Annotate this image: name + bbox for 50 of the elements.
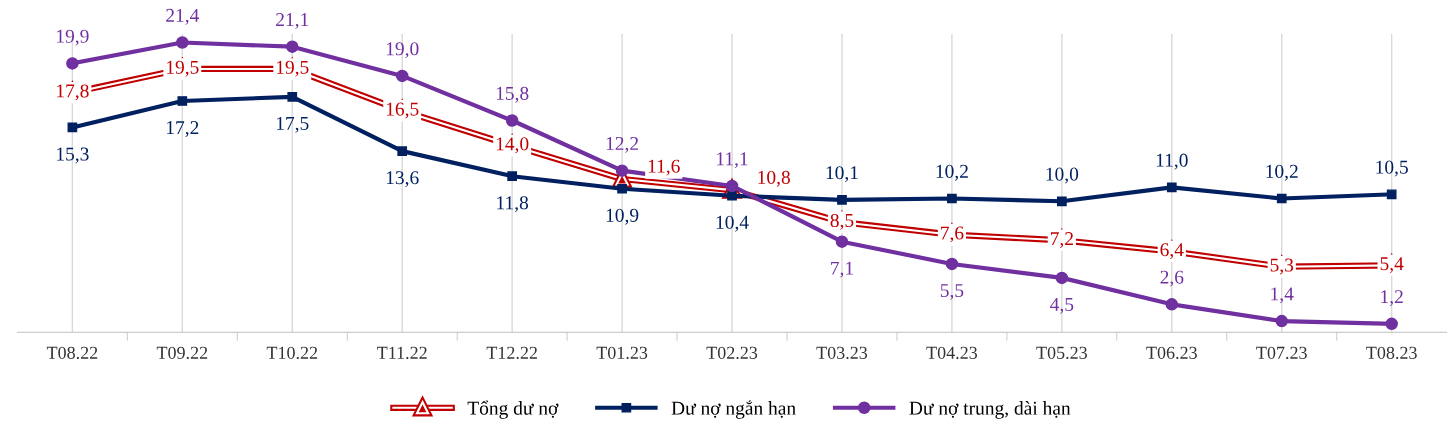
data-label: 10,2 xyxy=(1266,164,1298,181)
x-tick-label: T12.22 xyxy=(486,346,537,359)
data-label: 6,4 xyxy=(1160,243,1184,260)
data-label: 1,4 xyxy=(1271,287,1294,304)
legend-label: Tổng dư nợ xyxy=(467,400,559,419)
data-label: 21,1 xyxy=(276,13,309,29)
x-tick-label: T01.23 xyxy=(596,346,648,359)
x-tick-label: T04.23 xyxy=(926,346,978,359)
data-label: 17,5 xyxy=(276,116,309,133)
data-label: 10,5 xyxy=(1376,160,1408,177)
x-tick-label: T08.23 xyxy=(1366,346,1417,359)
x-tick-label: T02.23 xyxy=(706,346,758,359)
x-tick-label: T07.23 xyxy=(1256,346,1307,359)
x-tick-label: T06.23 xyxy=(1146,346,1197,359)
x-tick-label: T08.22 xyxy=(46,346,98,359)
data-label: 10,1 xyxy=(826,166,858,183)
data-label: 11,8 xyxy=(497,196,529,213)
data-label: 12,2 xyxy=(606,136,639,153)
data-label: 10,2 xyxy=(936,164,968,181)
data-label: 21,4 xyxy=(166,8,200,25)
data-label: 19,0 xyxy=(386,42,419,59)
data-label: 4,5 xyxy=(1050,298,1074,314)
data-label: 8,5 xyxy=(830,213,854,230)
data-label: 5,5 xyxy=(940,284,964,300)
data-label: 11,6 xyxy=(648,159,680,176)
data-label: 7,1 xyxy=(831,261,853,278)
data-label: 7,6 xyxy=(941,226,964,243)
data-label: 1,2 xyxy=(1381,290,1403,307)
data-label: 5,3 xyxy=(1270,258,1294,275)
data-label: 10,4 xyxy=(716,215,749,232)
data-label: 7,2 xyxy=(1050,232,1073,248)
data-label: 13,6 xyxy=(386,171,419,188)
x-tick-label: T03.23 xyxy=(816,346,868,359)
data-label: 15,8 xyxy=(496,86,529,103)
legend-label: Dư nợ trung, dài hạn xyxy=(909,401,1071,419)
data-label: 17,2 xyxy=(167,121,199,137)
x-tick-label: T05.23 xyxy=(1036,346,1087,359)
data-label: 10,8 xyxy=(758,170,790,187)
data-label: 11,0 xyxy=(1156,153,1188,170)
x-tick-label: T10.22 xyxy=(266,346,318,359)
x-tick-label: T11.22 xyxy=(377,346,427,359)
data-label: 19,9 xyxy=(57,29,89,46)
legend-label: Dư nợ ngắn hạn xyxy=(671,400,796,419)
data-label: 10,9 xyxy=(606,208,639,225)
x-tick-label: T09.22 xyxy=(156,346,208,359)
data-label: 2,6 xyxy=(1160,270,1184,287)
data-label: 15,3 xyxy=(57,147,89,164)
data-label: 5,4 xyxy=(1380,257,1404,274)
data-label: 10,0 xyxy=(1046,167,1079,184)
data-label: 11,1 xyxy=(717,152,748,169)
